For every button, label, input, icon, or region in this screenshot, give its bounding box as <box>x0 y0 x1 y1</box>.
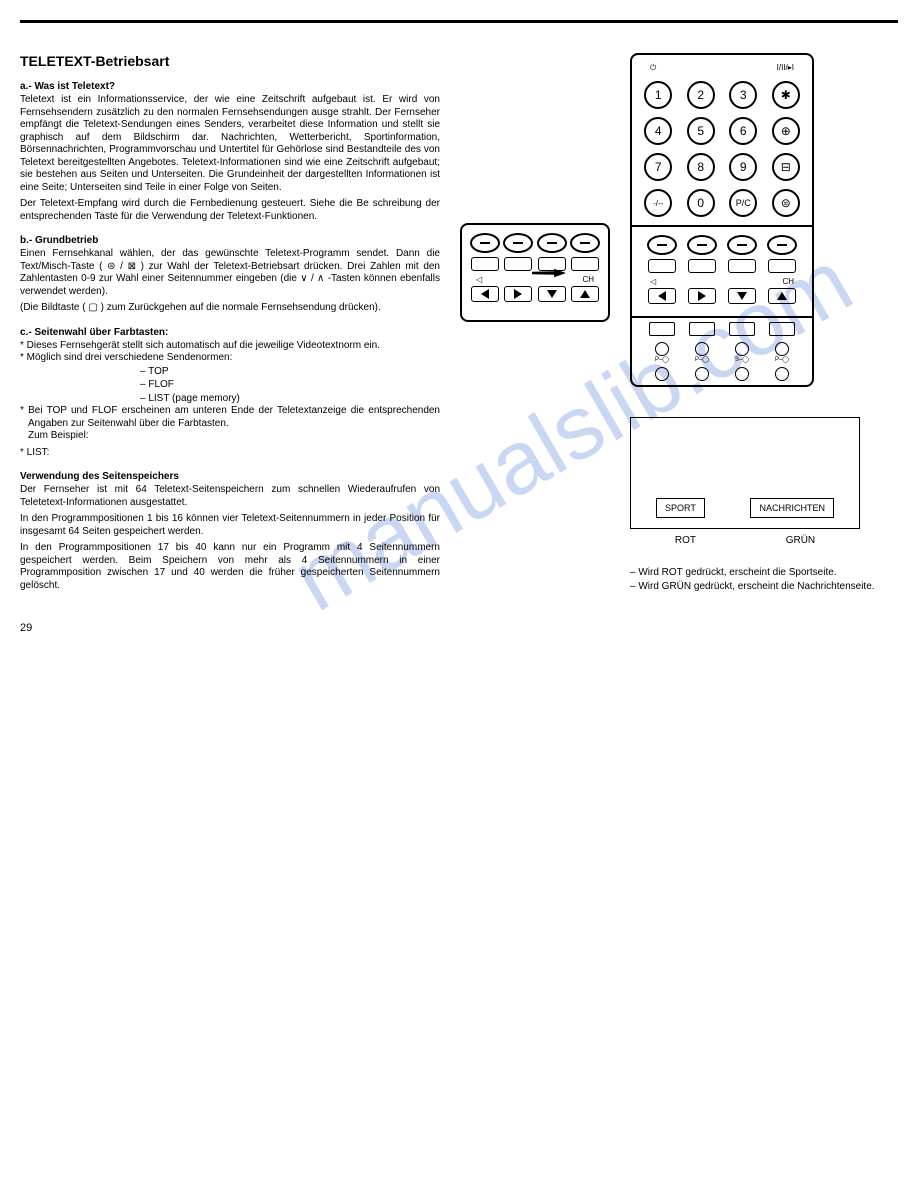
mute-button: ✱ <box>772 81 800 109</box>
color-button <box>775 367 789 381</box>
oval-button <box>570 233 600 253</box>
pc-button: P/C <box>729 189 757 217</box>
rect-button <box>768 259 796 273</box>
heading-b: b.- Grundbetrieb <box>20 235 440 246</box>
heading-c: c.- Seitenwahl über Farbtasten: <box>20 327 440 338</box>
num-6-button: 6 <box>729 117 757 145</box>
page-number: 29 <box>20 622 440 634</box>
bullet-c3: * Bei TOP und FLOF erscheinen am unteren… <box>28 405 440 430</box>
zoom-button: ⊕ <box>772 117 800 145</box>
num-3-button: 3 <box>729 81 757 109</box>
ch-down-button <box>538 286 566 302</box>
gruen-label: GRÜN <box>786 535 815 546</box>
rect-button <box>649 322 675 336</box>
text-button: ⊜ <box>772 189 800 217</box>
vol-down-button <box>648 288 676 304</box>
num-5-button: 5 <box>687 117 715 145</box>
vol-down-button <box>471 286 499 302</box>
num-1-button: 1 <box>644 81 672 109</box>
rect-button <box>471 257 499 271</box>
nachrichten-button-label: NACHRICHTEN <box>750 498 834 518</box>
num-0-button: 0 <box>687 189 715 217</box>
bullet-c4: Zum Beispiel: <box>28 430 440 443</box>
color-label: S–◯ <box>735 356 749 363</box>
num-7-button: 7 <box>644 153 672 181</box>
norm-flof: – FLOF <box>140 378 440 392</box>
small-remote-diagram: ◁ CH <box>460 223 610 322</box>
oval-button <box>537 233 567 253</box>
para-a1: Teletext ist ein Informationsservice, de… <box>20 94 440 194</box>
heading-a: a.- Was ist Teletext? <box>20 81 440 92</box>
para-mem2: In den Programmpositionen 1 bis 16 könne… <box>20 513 440 538</box>
oval-button <box>647 235 677 255</box>
top-rule <box>20 20 898 23</box>
rect-button <box>538 257 566 271</box>
oval-button <box>727 235 757 255</box>
oval-button <box>503 233 533 253</box>
vol-up-button <box>688 288 716 304</box>
color-button <box>695 367 709 381</box>
rot-label: ROT <box>675 535 696 546</box>
yellow-button <box>735 342 749 356</box>
color-label: P–◯ <box>695 356 709 363</box>
oval-button <box>767 235 797 255</box>
bullet-c5: * LIST: <box>28 447 440 460</box>
bullet-c1: * Dieses Fernsehgerät stellt sich automa… <box>28 340 440 353</box>
main-title: TELETEXT-Betriebsart <box>20 53 440 69</box>
bullet-c2: * Möglich sind drei verschiedene Sendeno… <box>28 352 440 365</box>
red-button <box>655 342 669 356</box>
oval-button <box>687 235 717 255</box>
oval-button <box>470 233 500 253</box>
norm-top: – TOP <box>140 365 440 379</box>
screen-diagram: SPORT NACHRICHTEN ROT GRÜN <box>630 417 860 546</box>
vol-icon: ◁ <box>476 275 482 284</box>
color-label: P–◯ <box>655 356 669 363</box>
color-label: P–◯ <box>775 356 789 363</box>
para-b1: Einen Fernsehkanal wählen, der das gewün… <box>20 248 440 298</box>
vol-up-button <box>504 286 532 302</box>
num-4-button: 4 <box>644 117 672 145</box>
rect-button <box>648 259 676 273</box>
heading-mem: Verwendung des Seitenspeichers <box>20 471 440 482</box>
rect-button <box>689 322 715 336</box>
big-remote-diagram: ⏻ I/II/▸I 1 2 3 ✱ 4 5 6 ⊕ 7 8 9 <box>630 53 814 387</box>
ch-down-button <box>728 288 756 304</box>
ch-up-button <box>571 286 599 302</box>
green-button <box>695 342 709 356</box>
audio-mode-icon: I/II/▸I <box>777 63 794 73</box>
num-8-button: 8 <box>687 153 715 181</box>
norm-list: – LIST (page memory) <box>140 392 440 406</box>
color-button <box>655 367 669 381</box>
rect-button <box>728 259 756 273</box>
ch-label: CH <box>582 275 594 284</box>
tv-button: ⊟ <box>772 153 800 181</box>
sport-button-label: SPORT <box>656 498 705 518</box>
para-a2: Der Teletext-Empfang wird durch die Fern… <box>20 198 440 223</box>
power-icon: ⏻ <box>650 63 656 73</box>
ch-up-button <box>768 288 796 304</box>
left-column: TELETEXT-Betriebsart a.- Was ist Teletex… <box>20 53 440 634</box>
rect-button <box>571 257 599 271</box>
rect-button <box>729 322 755 336</box>
color-button <box>735 367 749 381</box>
num-2-button: 2 <box>687 81 715 109</box>
dash-button: -/-- <box>644 189 672 217</box>
notes: – Wird ROT gedrückt, erscheint die Sport… <box>630 566 875 594</box>
rect-button <box>504 257 532 271</box>
rect-button <box>769 322 795 336</box>
blue-button <box>775 342 789 356</box>
note-1: – Wird ROT gedrückt, erscheint die Sport… <box>630 566 875 580</box>
vol-icon: ◁ <box>650 277 656 286</box>
ch-label: CH <box>782 277 794 286</box>
rect-button <box>688 259 716 273</box>
num-9-button: 9 <box>729 153 757 181</box>
para-mem1: Der Fernseher ist mit 64 Teletext-Seiten… <box>20 484 440 509</box>
note-2: – Wird GRÜN gedrückt, erscheint die Nach… <box>630 580 875 594</box>
para-b2: (Die Bildtaste ( ▢ ) zum Zurückgehen auf… <box>20 302 440 315</box>
para-mem3: In den Programmpositionen 17 bis 40 kann… <box>20 542 440 592</box>
